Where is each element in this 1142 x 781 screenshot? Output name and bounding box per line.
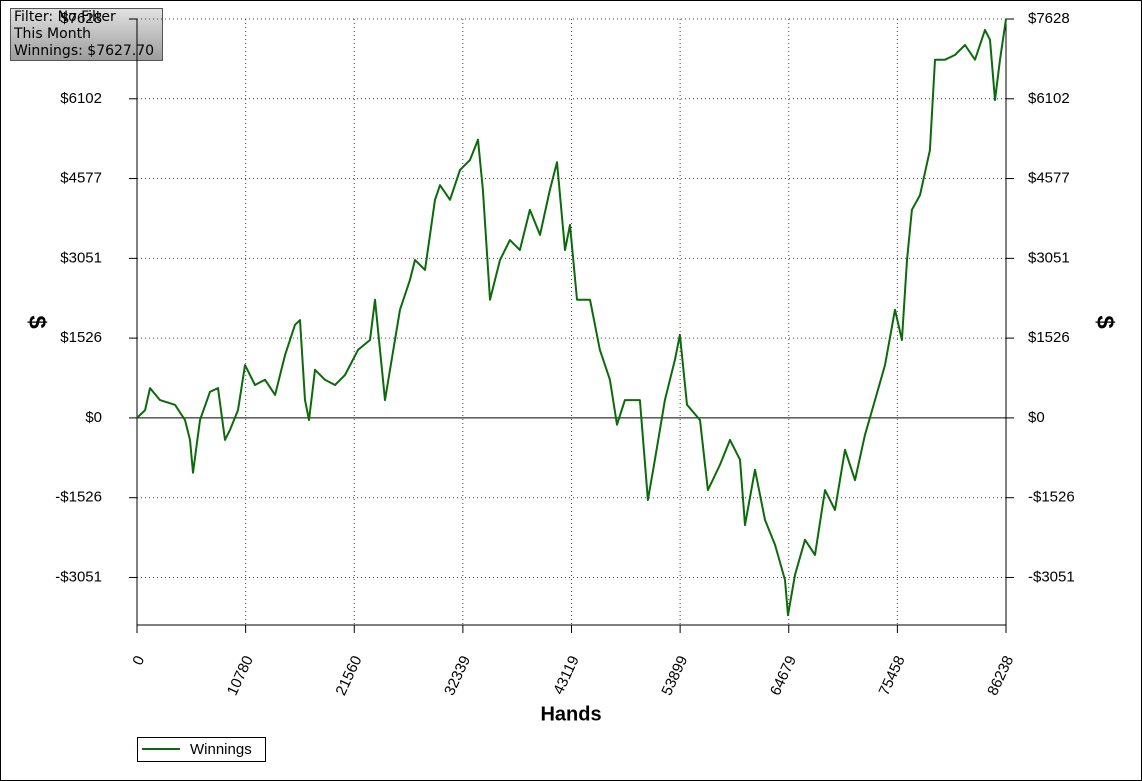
line — [136, 18, 1007, 617]
y-axis-title: $ — [24, 315, 51, 329]
y-tick-label: $3051 — [60, 249, 102, 266]
y-tick-label: -$1526 — [55, 489, 102, 506]
y2-tick-label: -$1526 — [1028, 489, 1075, 506]
y-tick-label: $4577 — [60, 170, 102, 187]
y-tick-label: $1526 — [60, 329, 102, 346]
y2-tick-label: $6102 — [1028, 90, 1070, 107]
y2-tick-label: $7628 — [1028, 10, 1070, 27]
y2-tick-label: $3051 — [1028, 249, 1070, 266]
y2-tick-label: $4577 — [1028, 170, 1070, 187]
info-text: Winnings: $7627.70 — [14, 43, 154, 59]
y-tick-label: $0 — [85, 409, 102, 426]
x-axis-title: Hands — [540, 703, 601, 725]
y2-axis-title: $ — [1092, 315, 1119, 329]
y2-tick-label: -$3051 — [1028, 568, 1075, 585]
y-tick-label: $6102 — [60, 90, 102, 107]
y-tick-label: -$3051 — [55, 568, 102, 585]
info-text: This Month — [13, 26, 91, 42]
info-text: Filter: No Filter — [14, 9, 116, 25]
legend-box — [137, 737, 266, 762]
y2-tick-label: $0 — [1028, 409, 1045, 426]
y2-tick-label: $1526 — [1028, 329, 1070, 346]
legend-label: Winnings — [190, 741, 252, 758]
y-tick-label: $7628 — [60, 10, 102, 27]
